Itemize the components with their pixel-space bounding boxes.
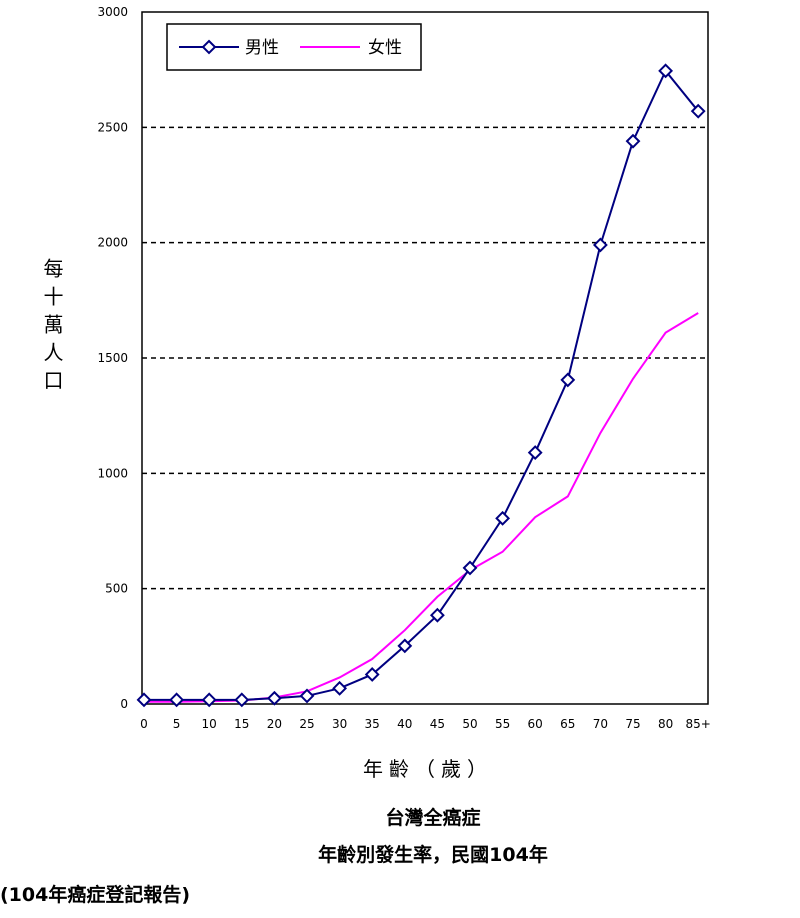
x-tick-70: 70 <box>593 717 608 731</box>
legend-label-female: 女性 <box>368 38 402 58</box>
point-male-30 <box>332 680 348 696</box>
point-male-15 <box>234 692 250 708</box>
legend-label-male: 男性 <box>245 38 279 58</box>
x-tick-35: 35 <box>365 717 380 731</box>
x-tick-85+: 85+ <box>686 717 711 731</box>
legend: 男性 女性 <box>166 23 422 71</box>
x-tick-80: 80 <box>658 717 673 731</box>
x-tick-25: 25 <box>299 717 314 731</box>
x-tick-10: 10 <box>202 717 217 731</box>
point-male-60 <box>527 445 543 460</box>
x-tick-labels: 0 5 10 15 20 25 30 35 40 45 50 55 60 65 70 75 80 85+ <box>140 717 711 731</box>
x-tick-50: 50 <box>462 717 477 731</box>
point-male-45 <box>429 607 445 623</box>
y-tick-1000: 1000 <box>97 466 128 480</box>
series-group <box>136 63 706 708</box>
x-tick-60: 60 <box>528 717 543 731</box>
caption-title: 台灣全癌症 <box>385 807 481 829</box>
point-male-25 <box>299 688 315 704</box>
point-male-75 <box>625 133 641 149</box>
y-tick-1500: 1500 <box>97 351 128 365</box>
y-axis-label: 每十萬人口 <box>40 258 64 398</box>
grid-lines <box>142 126 708 590</box>
point-male-80 <box>658 63 674 79</box>
y-tick-labels: 0 500 1000 1500 2000 2500 3000 <box>97 5 128 711</box>
point-male-35 <box>364 667 380 682</box>
y-tick-3000: 3000 <box>97 5 128 19</box>
point-male-5 <box>169 692 185 708</box>
x-tick-40: 40 <box>397 717 412 731</box>
x-tick-0: 0 <box>140 717 148 731</box>
source-note: (104年癌症登記報告) <box>0 884 191 906</box>
point-male-55 <box>495 510 511 526</box>
x-tick-45: 45 <box>430 717 445 731</box>
point-male-10 <box>201 692 217 708</box>
point-male-70 <box>592 237 608 253</box>
legend-marker-male <box>201 39 217 55</box>
x-tick-15: 15 <box>234 717 249 731</box>
caption-subtitle: 年齡別發生率，民國104年 <box>318 844 548 866</box>
point-male-40 <box>397 638 413 654</box>
y-tick-500: 500 <box>105 582 128 596</box>
point-male-50 <box>462 560 478 576</box>
y-tick-0: 0 <box>120 697 128 711</box>
point-male-0 <box>136 692 152 708</box>
x-axis-label: 年齡（歲） <box>363 757 493 781</box>
chart: 0 500 1000 1500 2000 2500 3000 0 5 10 15 20 25 30 35 4… <box>40 5 711 781</box>
y-tick-2500: 2500 <box>97 120 128 134</box>
x-tick-55: 55 <box>495 717 510 731</box>
x-tick-5: 5 <box>173 717 181 731</box>
x-tick-75: 75 <box>625 717 640 731</box>
point-male-65 <box>560 372 576 388</box>
x-tick-20: 20 <box>267 717 282 731</box>
x-tick-65: 65 <box>560 717 575 731</box>
y-tick-2000: 2000 <box>97 236 128 250</box>
x-tick-30: 30 <box>332 717 347 731</box>
point-male-20 <box>266 690 282 706</box>
point-male-85+ <box>690 103 706 119</box>
